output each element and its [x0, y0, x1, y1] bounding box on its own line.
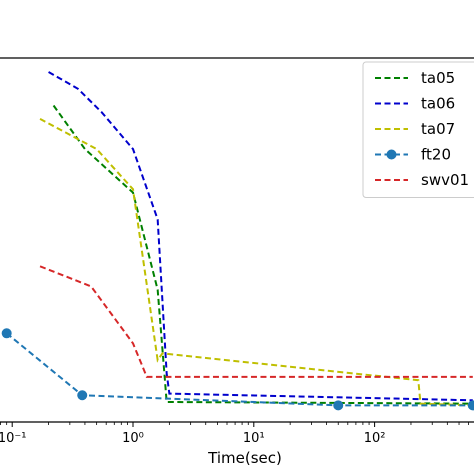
legend: ta05 ta06 ta07 ft20 swv01: [362, 61, 474, 198]
series-line-swv01: [39, 265, 473, 378]
data-point-ft20: [1, 328, 12, 339]
legend-item-ta07: ta07: [375, 120, 455, 138]
legend-marker: [386, 149, 397, 160]
legend-item-ft20: ft20: [375, 146, 451, 164]
legend-label: ta07: [421, 120, 455, 138]
legend-label: swv01: [421, 171, 469, 189]
series-ft20: [1, 328, 474, 411]
series-line-ta07: [39, 118, 473, 407]
data-point-ft20: [467, 400, 474, 411]
x-tick-label: 10⁻¹: [0, 431, 27, 446]
legend-item-swv01: swv01: [375, 171, 469, 189]
series-ta07: [39, 118, 473, 407]
x-tick-label: 10¹: [243, 431, 265, 446]
legend-label: ta05: [421, 69, 455, 87]
data-point-ft20: [333, 400, 344, 411]
series-line-ta05: [52, 104, 473, 405]
series-ta06: [48, 71, 473, 402]
series-line-ta06: [48, 71, 473, 402]
series-ta05: [52, 104, 473, 405]
legend-label: ta06: [421, 95, 455, 113]
series-swv01: [39, 265, 473, 378]
legend-box: [362, 61, 474, 198]
x-axis-label: Time(sec): [207, 449, 282, 467]
x-tick-label: 10²: [364, 431, 386, 446]
series-line-ft20: [6, 332, 473, 407]
series-layer: [1, 71, 474, 411]
data-point-ft20: [77, 390, 88, 401]
legend-item-ta06: ta06: [375, 95, 455, 113]
axes-layer: 10⁻¹ 10⁰ 10¹ 10²: [0, 57, 474, 446]
x-tick-label: 10⁰: [122, 431, 144, 446]
legend-label: ft20: [421, 146, 451, 164]
legend-item-ta05: ta05: [375, 69, 455, 87]
